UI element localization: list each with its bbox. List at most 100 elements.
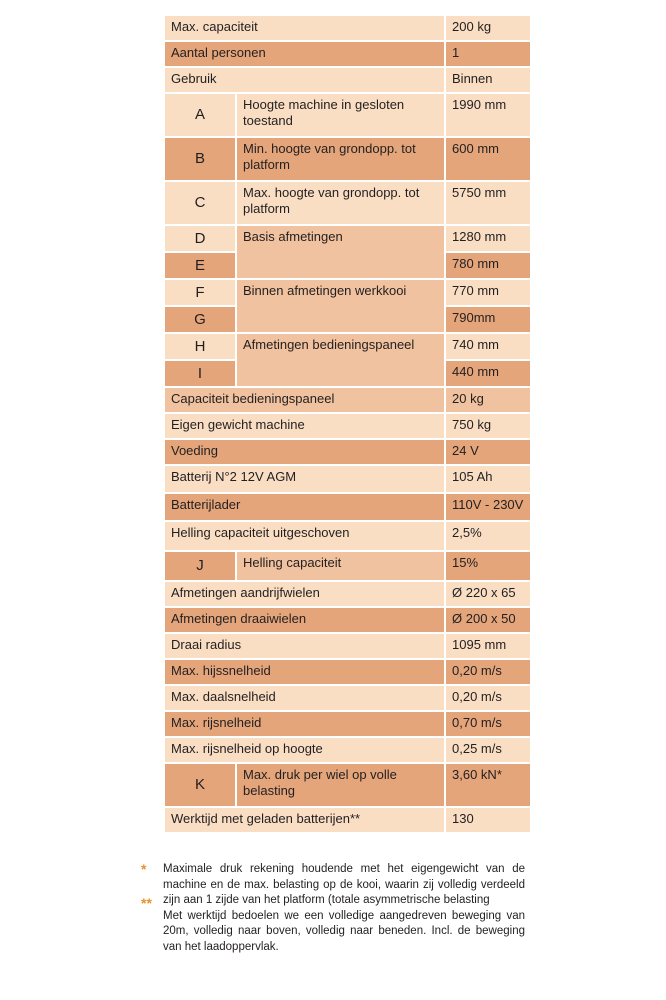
table-row: Voeding 24 V: [165, 440, 531, 464]
spec-value: 780 mm: [446, 253, 531, 278]
spec-label: Gebruik: [165, 68, 445, 92]
table-row: Helling capaciteit uitgeschoven 2,5%: [165, 522, 531, 550]
spec-label: Batterijlader: [165, 494, 445, 520]
spec-value: 750 kg: [446, 414, 531, 438]
spec-value: 1095 mm: [446, 634, 531, 658]
table-row: Gebruik Binnen: [165, 68, 531, 92]
table-row: Max. capaciteit 200 kg: [165, 16, 531, 40]
dimension-code: I: [165, 361, 235, 386]
spec-value: 600 mm: [446, 138, 531, 180]
spec-label: Max. rijsnelheid: [165, 712, 445, 736]
dimension-code: F: [165, 280, 235, 305]
footnote-1-text: Maximale druk rekening houdende met het …: [163, 863, 525, 906]
spec-label: Max. capaciteit: [165, 16, 445, 40]
spec-label: Werktijd met geladen batterijen**: [165, 808, 445, 832]
table-row: H Afmetingen bedieningspaneel 740 mm: [165, 334, 531, 386]
spec-value: 15%: [446, 552, 531, 580]
spec-value: 130: [446, 808, 531, 832]
table-row: Afmetingen draaiwielen Ø 200 x 50: [165, 608, 531, 632]
table-row: J Helling capaciteit 15%: [165, 552, 531, 580]
spec-value: 1: [446, 42, 531, 66]
table-row: Afmetingen aandrijfwielen Ø 220 x 65: [165, 582, 531, 606]
footnote-1: * Maximale druk rekening houdende met he…: [141, 861, 525, 909]
dimension-code: H: [165, 334, 235, 359]
spec-value: 0,20 m/s: [446, 686, 531, 710]
spec-value: Ø 200 x 50: [446, 608, 531, 632]
spec-label: Afmetingen draaiwielen: [165, 608, 445, 632]
footnote-2: ** Met werktijd bedoelen we een volledig…: [141, 895, 525, 956]
spec-value: Ø 220 x 65: [446, 582, 531, 606]
table-row: Batterij N°2 12V AGM 105 Ah: [165, 466, 531, 492]
spec-value: 1280 mm: [446, 226, 531, 251]
spec-value: 24 V: [446, 440, 531, 464]
spec-label: Afmetingen aandrijfwielen: [165, 582, 445, 606]
table-row: Max. rijsnelheid op hoogte 0,25 m/s: [165, 738, 531, 762]
table-row: E 780 mm: [165, 253, 531, 278]
spec-label: Voeding: [165, 440, 445, 464]
spec-label: Max. hoogte van grondopp. tot platform: [237, 182, 445, 224]
table-row: Eigen gewicht machine 750 kg: [165, 414, 531, 438]
table-row: K Max. druk per wiel op volle belasting 3,…: [165, 764, 531, 806]
table-row: Capaciteit bedieningspaneel 20 kg: [165, 388, 531, 412]
dimension-code: K: [165, 764, 235, 806]
dimension-code: C: [165, 182, 235, 224]
spec-label: Batterij N°2 12V AGM: [165, 466, 445, 492]
spec-value: 110V - 230V: [446, 494, 531, 520]
spec-label: Capaciteit bedieningspaneel: [165, 388, 445, 412]
spec-value: 20 kg: [446, 388, 531, 412]
spec-label: Binnen afmetingen werkkooi: [237, 280, 445, 332]
spec-label: Max. daalsnelheid: [165, 686, 445, 710]
footnote-2-text: Met werktijd bedoelen we een volledige a…: [163, 909, 525, 953]
spec-value: 0,25 m/s: [446, 738, 531, 762]
spec-label: Hoogte machine in gesloten toestand: [237, 94, 445, 136]
table-row: I 440 mm: [165, 361, 531, 386]
footnote-2-marker: **: [141, 894, 152, 911]
spec-label: Draai radius: [165, 634, 445, 658]
footnotes: * Maximale druk rekening houdende met he…: [141, 861, 525, 956]
spec-value: 200 kg: [446, 16, 531, 40]
spec-label: Min. hoogte van grondopp. tot platform: [237, 138, 445, 180]
dimension-code: B: [165, 138, 235, 180]
footnote-1-marker: *: [141, 861, 147, 877]
dimension-code: D: [165, 226, 235, 251]
table-row: C Max. hoogte van grondopp. tot platform 5…: [165, 182, 531, 224]
dimension-code: G: [165, 307, 235, 332]
spec-value: 2,5%: [446, 522, 531, 550]
spec-value: 105 Ah: [446, 466, 531, 492]
table-row: G 790mm: [165, 307, 531, 332]
spec-value: 440 mm: [446, 361, 531, 386]
spec-value: 0,20 m/s: [446, 660, 531, 684]
table-row: Max. hijssnelheid 0,20 m/s: [165, 660, 531, 684]
spec-label: Basis afmetingen: [237, 226, 445, 278]
spec-label: Helling capaciteit uitgeschoven: [165, 522, 445, 550]
table-row: D Basis afmetingen 1280 mm: [165, 226, 531, 278]
spec-label: Max. hijssnelheid: [165, 660, 445, 684]
dimension-code: E: [165, 253, 235, 278]
table-row: F Binnen afmetingen werkkooi 770 mm: [165, 280, 531, 332]
spec-value: 0,70 m/s: [446, 712, 531, 736]
spec-value: 790mm: [446, 307, 531, 332]
spec-label: Max. druk per wiel op volle belasting: [237, 764, 445, 806]
spec-value: Binnen: [446, 68, 531, 92]
spec-label: Eigen gewicht machine: [165, 414, 445, 438]
dimension-code: A: [165, 94, 235, 136]
table-row: B Min. hoogte van grondopp. tot platform 6…: [165, 138, 531, 180]
spec-table-body: Max. capaciteit 200 kg Aantal personen 1 Geb…: [165, 16, 531, 832]
spec-label: Aantal personen: [165, 42, 445, 66]
spec-value: 770 mm: [446, 280, 531, 305]
spec-table: Max. capaciteit 200 kg Aantal personen 1 Geb…: [163, 14, 532, 834]
spec-label: Max. rijsnelheid op hoogte: [165, 738, 445, 762]
table-row: Batterijlader 110V - 230V: [165, 494, 531, 520]
table-row: Werktijd met geladen batterijen** 130: [165, 808, 531, 832]
spec-value: 3,60 kN*: [446, 764, 531, 806]
spec-value: 740 mm: [446, 334, 531, 359]
spec-label: Helling capaciteit: [237, 552, 445, 580]
spec-value: 1990 mm: [446, 94, 531, 136]
table-row: Max. rijsnelheid 0,70 m/s: [165, 712, 531, 736]
table-row: Draai radius 1095 mm: [165, 634, 531, 658]
spec-value: 5750 mm: [446, 182, 531, 224]
dimension-code: J: [165, 552, 235, 580]
table-row: Max. daalsnelheid 0,20 m/s: [165, 686, 531, 710]
spec-label: Afmetingen bedieningspaneel: [237, 334, 445, 386]
table-row: Aantal personen 1: [165, 42, 531, 66]
